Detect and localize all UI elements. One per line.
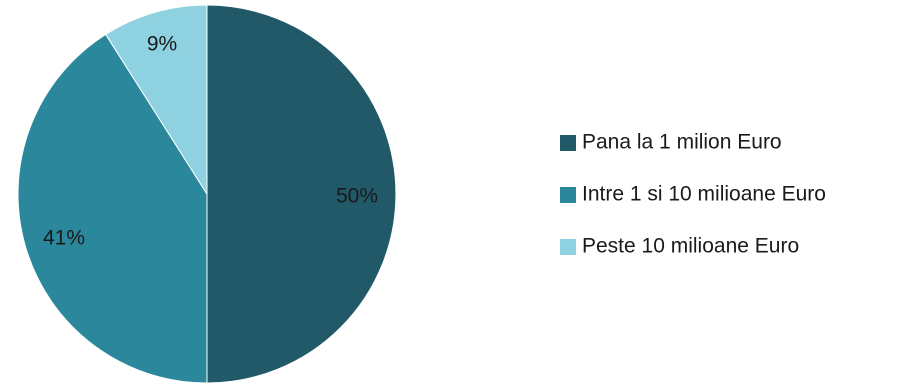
legend-swatch	[560, 135, 576, 151]
data-label-pana-la-1-milion-euro: 50%	[336, 185, 378, 208]
legend-label: Pana la 1 milion Euro	[582, 131, 782, 154]
legend-item-peste-10-milioane-euro: Peste 10 milioane Euro	[560, 235, 799, 258]
chart-legend: Pana la 1 milion Euro Intre 1 si 10 milio…	[560, 131, 826, 258]
pie-slice-pana-la-1-milion-euro	[206, 4, 397, 384]
data-label-intre-1-si-10-milioane-euro: 41%	[43, 227, 85, 250]
legend-swatch	[560, 239, 576, 255]
legend-item-pana-la-1-milion-euro: Pana la 1 milion Euro	[560, 131, 782, 154]
pie-slice-peste-10-milioane-euro	[105, 4, 208, 196]
pie-data-labels: 50% 41% 9%	[43, 33, 378, 250]
legend-item-intre-1-si-10-milioane-euro: Intre 1 si 10 milioane Euro	[560, 183, 826, 206]
pie-slices	[17, 4, 397, 384]
legend-label: Peste 10 milioane Euro	[582, 235, 799, 258]
pie-slice-intre-1-si-10-milioane-euro	[17, 33, 208, 384]
legend-label: Intre 1 si 10 milioane Euro	[582, 183, 826, 206]
data-label-peste-10-milioane-euro: 9%	[147, 33, 177, 56]
legend-swatch	[560, 187, 576, 203]
